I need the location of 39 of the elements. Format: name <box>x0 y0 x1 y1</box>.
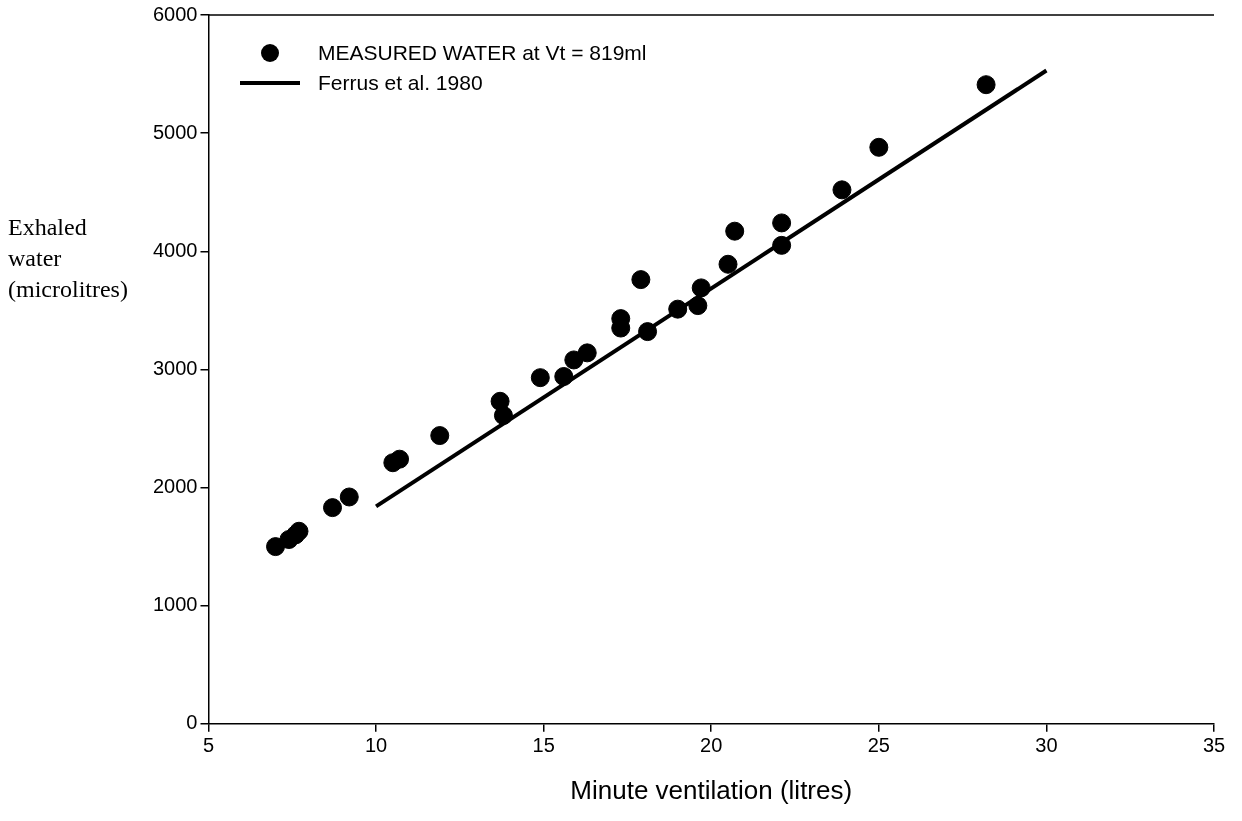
y-tick-label: 1000 <box>152 593 198 616</box>
y-tick-label: 6000 <box>152 2 198 25</box>
x-tick-label: 15 <box>532 734 555 757</box>
point <box>725 221 745 241</box>
point <box>339 487 359 507</box>
point <box>668 299 688 319</box>
point <box>688 296 708 316</box>
x-tick-label: 35 <box>1202 734 1226 757</box>
point <box>691 278 711 298</box>
x-tick-label: 10 <box>364 734 388 757</box>
point <box>390 449 410 469</box>
point <box>772 235 792 255</box>
x-tick-label: 20 <box>700 734 723 757</box>
point <box>976 75 996 95</box>
y-tick-label: 4000 <box>152 238 198 261</box>
point <box>832 180 852 200</box>
x-tick-label: 25 <box>867 734 890 757</box>
legend-label: Ferrus et al. 1980 <box>318 71 483 95</box>
point <box>530 368 550 388</box>
point <box>631 270 651 290</box>
y-tick-label: 0 <box>186 711 198 734</box>
point <box>869 137 889 157</box>
point <box>323 498 343 518</box>
point <box>430 426 450 446</box>
point <box>577 343 597 363</box>
x-tick-label: 30 <box>1035 734 1058 757</box>
y-tick-label: 5000 <box>152 120 198 143</box>
point <box>772 213 792 233</box>
point <box>564 350 584 370</box>
point <box>493 405 513 425</box>
point <box>718 254 738 274</box>
x-axis-title: Minute ventilation (litres) <box>570 774 853 805</box>
y-axis-title: Exhaled water (microlitres) <box>8 213 128 304</box>
point <box>554 366 574 386</box>
y-tick-label: 2000 <box>152 475 198 498</box>
x-tick-label: 5 <box>202 734 215 757</box>
legend-label: MEASURED WATER at Vt = 819ml <box>318 41 647 65</box>
point <box>638 322 658 342</box>
y-tick-label: 3000 <box>152 356 198 379</box>
